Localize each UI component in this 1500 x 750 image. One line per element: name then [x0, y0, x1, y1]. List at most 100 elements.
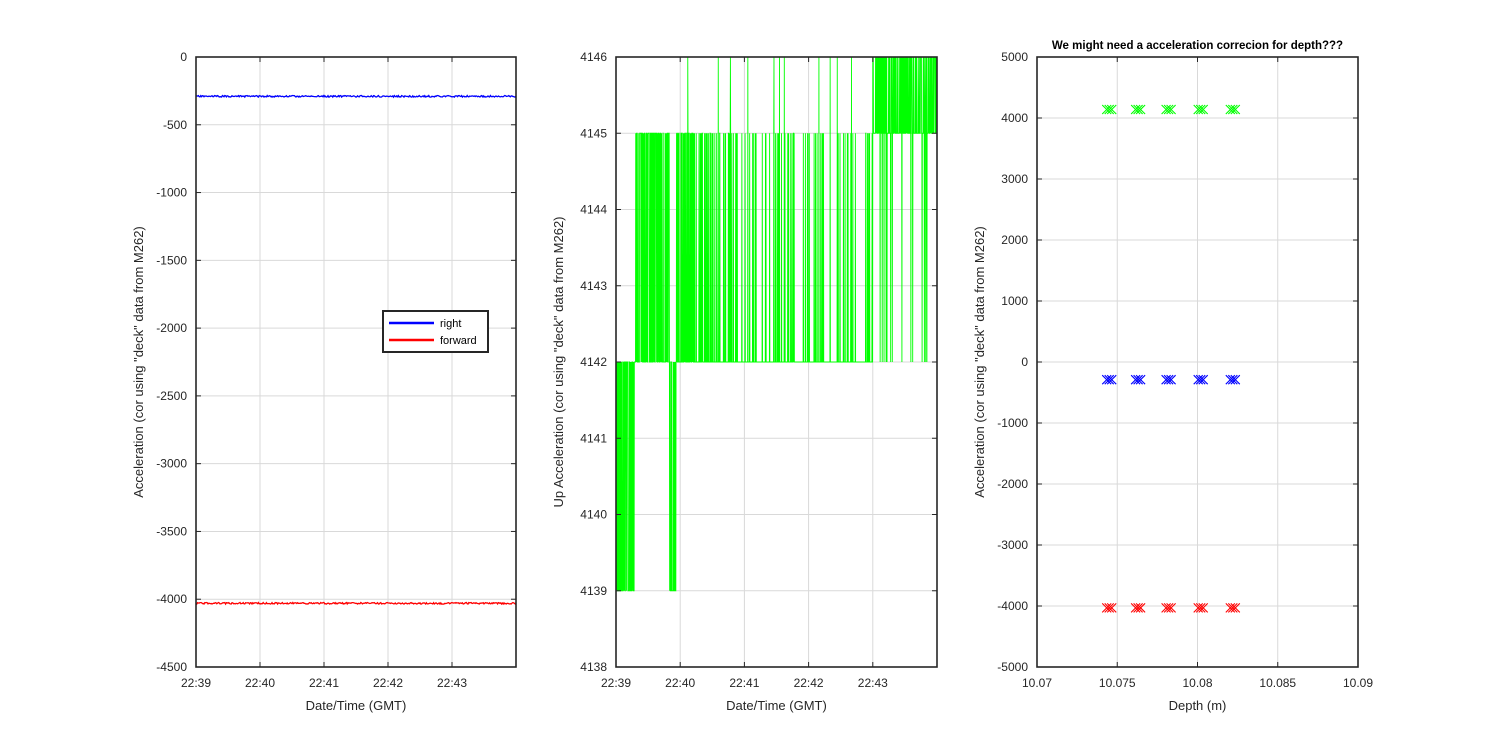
y-tick-label: 4146	[580, 50, 607, 64]
y-tick-label: 4140	[580, 508, 607, 522]
x-marker	[1106, 374, 1117, 385]
x-tick-label: 10.07	[1022, 676, 1052, 690]
scatter-point	[1101, 374, 1117, 385]
x-tick-label: 22:40	[245, 676, 275, 690]
x-tick-label: 22:43	[858, 676, 888, 690]
axes: 22:39 22:40 22:41 22:42 22:43 4138 4139 4140 414…	[551, 50, 938, 713]
y-tick-label: 4000	[1001, 111, 1028, 125]
x-marker	[1106, 602, 1117, 613]
chart-title: We might need a acceleration correcion f…	[1052, 40, 1343, 52]
scatter-point	[1101, 602, 1117, 613]
x-marker	[1135, 374, 1146, 385]
scatter-point	[1161, 602, 1176, 613]
legend-label-right: right	[440, 318, 461, 330]
scatter-point	[1225, 602, 1241, 613]
scatter-point	[1161, 104, 1176, 115]
x-marker	[1193, 374, 1204, 385]
y-tick-label: -2000	[997, 477, 1028, 491]
x-marker	[1166, 104, 1176, 115]
x-marker	[1227, 602, 1238, 613]
x-marker	[1101, 374, 1112, 385]
x-tick-label: 22:42	[794, 676, 824, 690]
x-marker	[1193, 602, 1204, 613]
x-axis-label: Date/Time (GMT)	[306, 698, 407, 713]
scatter-point	[1193, 602, 1209, 613]
y-tick-label: -2500	[156, 389, 187, 403]
x-marker	[1130, 104, 1141, 115]
x-marker	[1133, 602, 1143, 613]
scatter-point	[1161, 374, 1176, 385]
y-tick-label: -4000	[156, 592, 187, 606]
x-tick-label: 22:43	[437, 676, 467, 690]
series-line-right	[195, 94, 517, 99]
scatter-point	[1225, 104, 1241, 115]
x-marker	[1163, 374, 1174, 385]
x-tick-label: 22:41	[309, 676, 339, 690]
y-tick-label: 5000	[1001, 50, 1028, 64]
x-axis-label: Date/Time (GMT)	[726, 698, 827, 713]
plot-frame	[195, 56, 517, 668]
x-marker	[1101, 602, 1112, 613]
x-marker	[1104, 104, 1115, 115]
x-tick-label: 22:41	[729, 676, 759, 690]
y-tick-label: 4145	[580, 126, 607, 140]
x-marker	[1195, 374, 1206, 385]
scatter-point	[1130, 374, 1146, 385]
y-tick-label: -3000	[997, 538, 1028, 552]
x-marker	[1104, 374, 1115, 385]
x-marker	[1230, 602, 1241, 613]
y-tick-label: 4138	[580, 660, 607, 674]
x-marker	[1198, 374, 1209, 385]
y-tick-label: -4000	[997, 599, 1028, 613]
scatter-point	[1101, 104, 1117, 115]
up-acceleration-series	[615, 56, 938, 592]
x-marker	[1130, 374, 1141, 385]
x-marker	[1133, 104, 1143, 115]
y-tick-label: -500	[163, 118, 187, 132]
x-marker	[1230, 104, 1241, 115]
y-axis-label: Up Acceleration (cor using "deck" data f…	[551, 216, 566, 507]
scatter-point	[1193, 104, 1209, 115]
y-tick-label: 2000	[1001, 233, 1028, 247]
y-tick-label: -2000	[156, 321, 187, 335]
x-marker	[1135, 602, 1146, 613]
x-tick-label: 10.075	[1099, 676, 1136, 690]
legend: right forward	[382, 310, 489, 353]
scatter-point	[1130, 104, 1146, 115]
y-tick-label: 4142	[580, 355, 607, 369]
x-tick-label: 22:39	[181, 676, 211, 690]
x-marker	[1230, 374, 1241, 385]
y-tick-label: -4500	[156, 660, 187, 674]
x-marker	[1135, 104, 1146, 115]
x-tick-label: 10.08	[1182, 676, 1212, 690]
x-axis-label: Depth (m)	[1169, 698, 1227, 713]
x-marker	[1225, 602, 1236, 613]
y-tick-label: -1000	[997, 416, 1028, 430]
x-marker	[1106, 104, 1117, 115]
x-marker	[1133, 374, 1143, 385]
legend-box	[382, 310, 489, 353]
x-tick-label: 10.085	[1259, 676, 1296, 690]
x-tick-label: 10.09	[1343, 676, 1373, 690]
x-marker	[1101, 104, 1112, 115]
y-tick-label: -3500	[156, 524, 187, 538]
x-marker	[1161, 374, 1171, 385]
y-tick-label: -3000	[156, 457, 187, 471]
x-marker	[1193, 104, 1204, 115]
y-tick-label: 0	[1021, 355, 1028, 369]
x-marker	[1227, 374, 1238, 385]
x-marker	[1198, 104, 1209, 115]
y-tick-label: 0	[180, 50, 187, 64]
up-acceleration-panel: 22:39 22:40 22:41 22:42 22:43 4138 4139 4140 414…	[551, 50, 938, 713]
x-marker	[1163, 104, 1174, 115]
depth-scatter-panel: 10.07 10.075 10.08 10.085 10.09 5000 4000 3000 2…	[972, 40, 1373, 713]
y-tick-label: -1000	[156, 186, 187, 200]
y-axis-label: Acceleration (cor using "deck" data from…	[131, 226, 146, 498]
y-tick-label: 1000	[1001, 294, 1028, 308]
series-line-forward	[195, 601, 517, 606]
scatter-point	[1130, 602, 1146, 613]
x-marker	[1198, 602, 1209, 613]
axes: 10.07 10.075 10.08 10.085 10.09 5000 4000 3000 2…	[972, 40, 1373, 713]
y-tick-label: 4139	[580, 584, 607, 598]
